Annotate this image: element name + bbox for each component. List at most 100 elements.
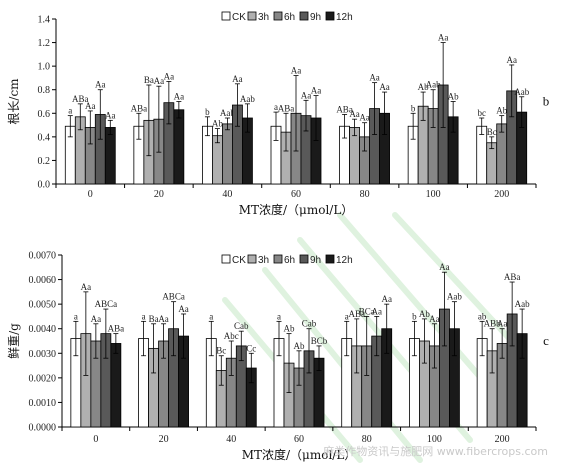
- significance-label: Aa: [438, 33, 449, 43]
- bar: [476, 125, 488, 185]
- significance-label: Aa: [439, 262, 450, 272]
- significance-label: Aab: [447, 292, 462, 302]
- significance-label: Aa: [291, 66, 302, 76]
- significance-label: ABCa: [95, 299, 118, 309]
- y-tick-label: 0.0070: [29, 251, 57, 262]
- significance-label: ab: [478, 311, 487, 321]
- legend-label: CK: [232, 12, 246, 23]
- x-tick-label: 0: [88, 189, 93, 200]
- bar: [222, 123, 233, 185]
- significance-label: b: [412, 311, 417, 321]
- significance-label: Aa: [497, 319, 508, 329]
- y-tick-label: 1.0: [38, 62, 51, 73]
- significance-label: ABa: [504, 272, 521, 282]
- significance-label: Ab: [294, 341, 305, 351]
- chart-root-length: 0.00.20.40.60.81.01.21.4aABaAaAaAa0ABaBa…: [7, 11, 550, 217]
- x-tick-label: 80: [362, 434, 372, 445]
- significance-label: Aa: [232, 74, 243, 84]
- significance-label: Ab: [448, 92, 459, 102]
- y-tick-label: 0.0: [38, 180, 51, 191]
- x-axis-title: MT浓度/（μmol/L）: [239, 202, 354, 217]
- significance-label: Bc: [487, 127, 497, 137]
- legend-label: 12h: [336, 12, 353, 23]
- significance-label: Aab: [426, 80, 441, 90]
- significance-label: a: [209, 311, 213, 321]
- significance-label: ABa: [131, 103, 148, 113]
- significance-label: Aa: [349, 109, 360, 119]
- legend-label: 3h: [258, 12, 269, 23]
- significance-label: Aa: [81, 282, 92, 292]
- significance-label: ABCa: [162, 292, 185, 302]
- significance-label: Aa: [91, 314, 102, 324]
- watermark-stroke: [392, 212, 523, 353]
- bar: [110, 343, 122, 428]
- significance-label: Aa: [369, 73, 380, 83]
- significance-label: Aa: [506, 55, 517, 65]
- legend-swatch: [273, 11, 283, 21]
- significance-label: Aa: [95, 80, 106, 90]
- significance-label: ABa: [278, 103, 295, 113]
- y-axis-title: 根长/cm: [7, 78, 21, 125]
- significance-label: ABa: [348, 309, 365, 319]
- significance-label: bc: [477, 108, 486, 118]
- legend-label: 3h: [258, 255, 269, 266]
- significance-label: ABa: [72, 94, 89, 104]
- significance-label: Aa: [429, 314, 440, 324]
- x-tick-label: 100: [427, 434, 442, 445]
- bar: [104, 127, 116, 185]
- legend-swatch: [299, 254, 309, 264]
- significance-label: Ba: [144, 75, 154, 85]
- x-tick-label: 20: [159, 434, 169, 445]
- significance-label: Ab: [418, 82, 429, 92]
- x-tick-label: 60: [291, 189, 301, 200]
- significance-label: Aa: [85, 101, 96, 111]
- legend-swatch: [247, 11, 257, 21]
- x-tick-label: 40: [222, 189, 232, 200]
- significance-label: Aa: [381, 294, 392, 304]
- significance-label: Aab: [220, 108, 235, 118]
- significance-label: Ab: [212, 119, 223, 129]
- x-tick-label: 200: [494, 189, 509, 200]
- y-tick-label: 1.2: [38, 38, 51, 49]
- x-tick-label: 100: [426, 189, 441, 200]
- significance-label: a: [277, 311, 281, 321]
- y-tick-label: 0.0060: [29, 275, 57, 286]
- legend-label: 9h: [310, 255, 321, 266]
- significance-label: Bc: [216, 346, 226, 356]
- significance-label: Aab: [240, 94, 255, 104]
- y-tick-label: 0.0030: [29, 349, 57, 360]
- significance-label: Aab: [515, 299, 530, 309]
- significance-label: BCa: [359, 306, 375, 316]
- x-tick-label: 60: [294, 434, 304, 445]
- significance-label: a: [142, 311, 146, 321]
- legend-swatch: [221, 254, 231, 264]
- significance-label: Ab: [419, 309, 430, 319]
- chart-fresh-weight: 0.0000 0.0010 0.0020 0.0030 0.0040 0.0050 0.00…: [7, 251, 549, 463]
- y-tick-label: 0.2: [38, 156, 51, 167]
- panel-label: b: [543, 94, 550, 109]
- legend-label: 6h: [284, 255, 295, 266]
- legend-label: 6h: [284, 12, 295, 23]
- y-tick-label: 0.4: [38, 132, 51, 143]
- legend-label: CK: [232, 255, 246, 266]
- significance-label: Aa: [311, 86, 322, 96]
- y-tick-label: 0.6: [38, 109, 51, 120]
- panel-label: c: [543, 333, 549, 348]
- legend-label: 12h: [336, 255, 353, 266]
- significance-label: a: [345, 311, 349, 321]
- significance-label: Aa: [301, 90, 312, 100]
- legend-swatch: [325, 11, 335, 21]
- significance-label: Aa: [359, 113, 370, 123]
- x-tick-label: 0: [93, 434, 98, 445]
- watermark-stroke: [337, 212, 503, 403]
- significance-label: ABb: [484, 319, 502, 329]
- y-tick-label: 0.8: [38, 85, 51, 96]
- significance-label: ABa: [336, 104, 353, 114]
- significance-label: a: [274, 102, 278, 112]
- significance-label: Cc: [246, 343, 256, 353]
- legend-swatch: [273, 254, 283, 264]
- legend-swatch: [325, 254, 335, 264]
- significance-label: Aa: [105, 110, 116, 120]
- bar: [496, 123, 508, 185]
- significance-label: a: [74, 311, 78, 321]
